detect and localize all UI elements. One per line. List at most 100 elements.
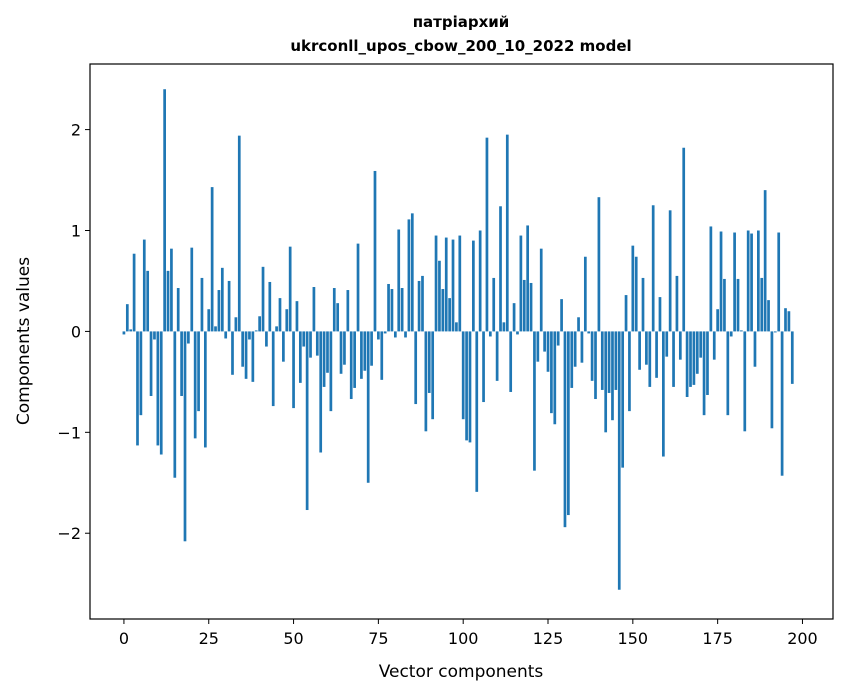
- bar: [495, 331, 499, 381]
- bar: [685, 331, 689, 397]
- bar: [210, 187, 214, 332]
- bar: [302, 331, 306, 347]
- bar: [377, 331, 380, 340]
- bar: [448, 298, 451, 332]
- bar: [231, 331, 234, 375]
- bar: [265, 331, 268, 347]
- bar: [153, 331, 156, 340]
- bar: [699, 331, 703, 358]
- bar: [651, 205, 655, 332]
- bar: [142, 239, 146, 332]
- x-tick-label: 200: [787, 629, 818, 648]
- bar: [248, 331, 251, 340]
- chart-title-line-2: ukrconll_upos_cbow_200_10_2022 model: [290, 37, 631, 55]
- bar: [336, 303, 340, 332]
- bar: [203, 331, 207, 448]
- bar: [475, 331, 479, 492]
- bar: [604, 331, 608, 433]
- bar: [122, 331, 126, 335]
- bar: [706, 331, 709, 395]
- bar: [444, 237, 448, 332]
- bar: [740, 330, 743, 332]
- bar: [763, 190, 767, 332]
- y-tick-label: 1: [71, 222, 81, 241]
- bar: [641, 277, 645, 332]
- bar: [366, 331, 370, 483]
- bar: [550, 331, 553, 414]
- bar: [458, 235, 462, 332]
- bar: [149, 331, 153, 396]
- bar: [438, 260, 441, 332]
- bar: [356, 243, 360, 332]
- bar: [455, 322, 458, 332]
- bar: [556, 331, 560, 346]
- bar: [563, 331, 567, 528]
- bar: [750, 233, 753, 332]
- bar: [237, 135, 241, 332]
- bar: [573, 331, 577, 367]
- bar: [193, 331, 197, 439]
- bar: [594, 331, 597, 400]
- x-tick-label: 100: [448, 629, 479, 648]
- bar: [577, 317, 580, 332]
- bar: [628, 331, 631, 412]
- bar: [441, 289, 445, 332]
- bar: [787, 311, 791, 332]
- bar: [543, 331, 546, 352]
- bar: [166, 270, 170, 332]
- bar: [743, 331, 747, 432]
- bar: [197, 331, 200, 412]
- bar: [271, 331, 275, 407]
- bar: [421, 275, 424, 332]
- bar: [431, 331, 435, 420]
- bar: [390, 289, 394, 332]
- bar: [516, 331, 519, 335]
- bar: [638, 331, 641, 370]
- bar: [539, 248, 543, 332]
- bar: [712, 331, 716, 360]
- bar: [675, 275, 679, 332]
- bar: [400, 288, 404, 332]
- bar: [472, 240, 475, 332]
- bar: [187, 331, 190, 344]
- bar: [387, 283, 390, 332]
- bar: [353, 331, 356, 388]
- bar: [689, 331, 692, 387]
- bar: [509, 331, 513, 392]
- bar: [254, 330, 258, 332]
- bar: [634, 256, 638, 332]
- bar: [733, 232, 736, 332]
- bar: [485, 137, 489, 332]
- bar: [383, 331, 387, 334]
- bar: [729, 331, 733, 337]
- bar: [757, 230, 760, 332]
- bar: [553, 331, 557, 425]
- bar: [777, 232, 781, 332]
- bar: [607, 331, 611, 393]
- bar: [753, 331, 757, 367]
- bar: [370, 331, 373, 366]
- bar: [180, 331, 183, 396]
- bar: [241, 331, 245, 367]
- x-tick-label: 175: [702, 629, 733, 648]
- bar: [285, 309, 289, 332]
- bar: [417, 280, 421, 332]
- bar: [702, 331, 706, 416]
- bar: [309, 331, 312, 358]
- bar: [217, 290, 221, 332]
- bar: [176, 288, 180, 332]
- bar: [200, 277, 204, 332]
- bar: [220, 267, 224, 332]
- x-tick-label: 75: [368, 629, 388, 648]
- bar: [214, 326, 217, 332]
- bar: [648, 331, 652, 387]
- bars-group: [122, 89, 794, 590]
- bar: [723, 278, 726, 332]
- bar: [234, 317, 238, 332]
- bar: [292, 331, 295, 409]
- bar: [373, 170, 377, 332]
- bar: [662, 331, 665, 457]
- bar: [587, 331, 591, 334]
- bar: [597, 197, 601, 332]
- bar: [244, 331, 248, 379]
